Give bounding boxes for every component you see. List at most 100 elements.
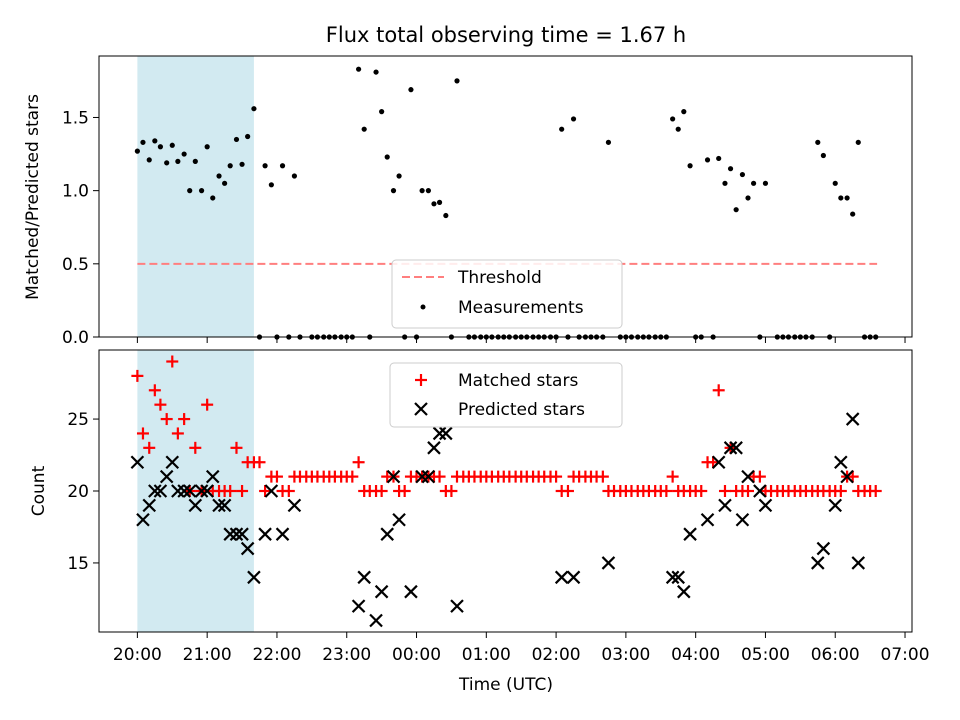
measurement-point [268, 182, 274, 188]
matched-star-point [131, 369, 144, 382]
measurement-point [681, 109, 687, 115]
predicted-star-point [386, 469, 401, 484]
matched-star-point [561, 485, 574, 497]
predicted-star-point [427, 441, 441, 455]
matched-star-point [178, 413, 191, 426]
matched-star-point [398, 485, 411, 497]
measurement-point [850, 211, 856, 217]
measurement-point [134, 148, 140, 154]
measurement-point [245, 133, 251, 140]
predicted-star-point [171, 484, 185, 498]
matched-star-point [189, 441, 202, 454]
predicted-star-point [223, 527, 237, 541]
measurement-point [140, 139, 146, 145]
top-y-axis-label: Matched/Predicted stars [23, 94, 43, 300]
measurement-point [570, 116, 577, 122]
predicted-star-point [450, 599, 464, 613]
measurement-point [216, 173, 222, 179]
measurement-point [192, 158, 198, 164]
measurement-point [855, 139, 861, 145]
predicted-star-point [816, 541, 831, 556]
measurement-point [733, 207, 739, 213]
bottom-legend-matched-symbol [415, 374, 427, 386]
matched-star-point [160, 413, 173, 426]
predicted-star-point [851, 556, 866, 570]
top-y-tick-label: 1.0 [62, 182, 89, 202]
matched-star-point [154, 398, 167, 411]
measurement-point [838, 195, 844, 201]
predicted-star-point [741, 469, 755, 484]
bottom-legend-predicted-symbol [414, 402, 428, 416]
predicted-star-point [415, 469, 429, 484]
measurement-point [251, 106, 257, 112]
matched-star-point [148, 384, 161, 397]
measurement-point [390, 188, 397, 194]
predicted-star-point [148, 484, 162, 498]
matched-star-point [375, 485, 388, 497]
bottom-y-tick-label: 15 [67, 554, 89, 574]
measurement-point [605, 139, 612, 145]
predicted-star-point [240, 541, 255, 556]
matched-star-point [660, 485, 673, 497]
measurement-point [361, 126, 367, 132]
measurement-point [239, 161, 245, 167]
predicted-star-point [665, 570, 680, 585]
x-tick-label: 03:00 [601, 645, 650, 665]
top-band [137, 56, 254, 337]
predicted-star-point [212, 498, 226, 513]
predicted-star-point [188, 498, 203, 513]
predicted-star-point [421, 469, 436, 484]
measurement-point [844, 195, 850, 201]
measurement-point [716, 155, 722, 162]
measurement-point [164, 160, 170, 166]
predicted-star-point [811, 556, 825, 570]
predicted-star-point [677, 584, 691, 599]
bottom-points [130, 355, 882, 628]
x-tick-label: 05:00 [741, 645, 790, 665]
predicted-star-point [205, 469, 220, 484]
predicted-star-point [723, 441, 738, 455]
predicted-star-point [235, 527, 249, 541]
bottom-x-ticks: 20:00 21:00 22:00 23:00 00:00 01:00 02:00 03:00… [113, 632, 930, 665]
top-legend-measurements-label: Measurements [458, 298, 584, 318]
x-tick-label: 00:00 [392, 645, 441, 665]
matched-star-point [166, 355, 179, 368]
measurement-point [204, 144, 210, 150]
top-legend-threshold-label: Threshold [457, 268, 542, 288]
measurement-point [436, 199, 443, 205]
measurement-point [222, 180, 228, 186]
predicted-star-point [165, 455, 180, 470]
measurement-point [425, 188, 431, 194]
predicted-star-point [264, 484, 279, 498]
top-points [134, 66, 879, 340]
x-tick-label: 21:00 [183, 645, 232, 665]
predicted-star-point [136, 512, 150, 527]
top-y-ticks: 0.0 0.5 1.0 1.5 [62, 108, 99, 348]
measurement-point [396, 173, 402, 179]
predicted-star-point [142, 498, 157, 513]
measurement-point [210, 195, 216, 201]
predicted-star-point [247, 570, 261, 585]
predicted-star-point [159, 469, 174, 484]
predicted-star-point [735, 512, 750, 527]
measurement-point [152, 138, 158, 144]
measurement-point [233, 136, 240, 143]
predicted-star-point [130, 455, 145, 470]
bottom-y-axis-label: Count [29, 465, 49, 516]
predicted-star-point [275, 527, 290, 541]
predicted-star-point [718, 498, 732, 513]
predicted-star-point [432, 426, 447, 441]
chart-title: Flux total observing time = 1.67 h [326, 23, 686, 47]
predicted-star-point [683, 527, 697, 541]
matched-star-point [143, 441, 156, 454]
measurement-point [675, 126, 681, 132]
measurement-point [454, 78, 460, 84]
predicted-star-point [840, 469, 854, 484]
matched-star-point [352, 456, 365, 469]
top-legend-measurements-symbol [420, 304, 426, 310]
x-tick-label: 07:00 [881, 645, 930, 665]
matched-star-point [666, 470, 679, 483]
matched-star-point [136, 427, 149, 440]
measurement-point [181, 151, 187, 157]
